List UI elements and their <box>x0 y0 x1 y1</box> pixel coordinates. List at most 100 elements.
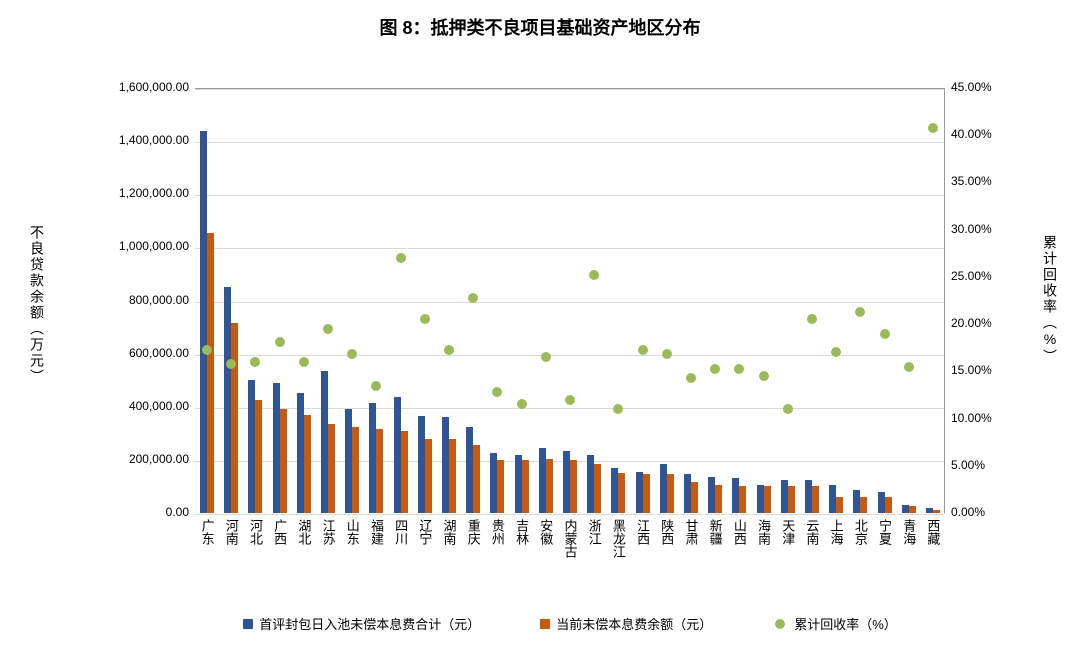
y2-tick: 15.00% <box>951 363 992 377</box>
bar-initial <box>539 448 546 513</box>
x-category-label: 山东 <box>343 519 362 545</box>
bar-initial <box>466 427 473 513</box>
y1-tick: 1,600,000.00 <box>119 80 189 94</box>
legend-label-recovery: 累计回收率（%） <box>794 614 897 633</box>
legend-item-initial: 首评封包日入池未偿本息费合计（元） <box>243 614 480 633</box>
bar-current <box>618 473 625 513</box>
y1-axis-label: 不良贷款余额（万元） <box>27 225 47 385</box>
bar-current <box>207 233 214 513</box>
x-category-label: 新疆 <box>706 519 725 545</box>
bar-current <box>255 400 262 513</box>
bar-current <box>328 424 335 513</box>
bar-current <box>304 415 311 513</box>
y2-axis-label: 累计回收率（%） <box>1040 235 1060 365</box>
legend: 首评封包日入池未偿本息费合计（元） 当前未偿本息费余额（元） 累计回收率（%） <box>170 614 970 633</box>
x-category-label: 江西 <box>633 519 652 545</box>
bar-initial <box>345 409 352 513</box>
x-category-label: 河北 <box>246 519 265 545</box>
x-category-label: 宁夏 <box>875 519 894 545</box>
legend-swatch-recovery <box>775 619 785 629</box>
y1-tick: 600,000.00 <box>129 346 189 360</box>
x-category-label: 云南 <box>802 519 821 545</box>
y1-tick: 1,000,000.00 <box>119 239 189 253</box>
dot-recovery <box>638 345 648 355</box>
bar-current <box>231 323 238 513</box>
dot-recovery <box>250 357 260 367</box>
bar-current <box>715 485 722 513</box>
dot-recovery <box>807 314 817 324</box>
dot-recovery <box>565 395 575 405</box>
bar-current <box>425 439 432 513</box>
chart-container: 图 8：抵押类不良项目基础资产地区分布 不良贷款余额（万元） 累计回收率（%） … <box>0 0 1080 652</box>
dot-recovery <box>662 349 672 359</box>
dot-recovery <box>904 362 914 372</box>
y2-tick: 35.00% <box>951 174 992 188</box>
y1-tick: 200,000.00 <box>129 452 189 466</box>
dot-recovery <box>783 404 793 414</box>
gridline <box>195 195 944 196</box>
bar-initial <box>248 380 255 513</box>
dot-recovery <box>541 352 551 362</box>
bar-initial <box>926 508 933 513</box>
legend-item-recovery: 累计回收率（%） <box>772 614 897 633</box>
x-category-label: 浙江 <box>585 519 604 545</box>
y2-tick: 30.00% <box>951 222 992 236</box>
x-category-label: 北京 <box>851 519 870 545</box>
gridline <box>195 142 944 143</box>
x-category-label: 福建 <box>367 519 386 545</box>
x-label-container: 广东河南河北广西湖北江苏山东福建四川辽宁湖南重庆贵州吉林安徽内蒙古浙江黑龙江江西… <box>195 519 945 599</box>
y2-tick: 20.00% <box>951 316 992 330</box>
bar-initial <box>636 472 643 513</box>
bar-initial <box>757 485 764 513</box>
dot-recovery <box>347 349 357 359</box>
x-category-label: 西藏 <box>923 519 942 545</box>
bar-initial <box>660 464 667 513</box>
y1-tick: 400,000.00 <box>129 399 189 413</box>
bar-initial <box>200 131 207 514</box>
x-category-label: 贵州 <box>488 519 507 545</box>
dot-recovery <box>928 123 938 133</box>
x-category-label: 吉林 <box>512 519 531 545</box>
bar-initial <box>563 451 570 513</box>
dot-recovery <box>420 314 430 324</box>
bar-current <box>909 506 916 513</box>
dot-recovery <box>686 373 696 383</box>
bar-current <box>691 482 698 513</box>
legend-item-current: 当前未偿本息费余额（元） <box>540 614 712 633</box>
dot-recovery <box>831 347 841 357</box>
x-category-label: 广西 <box>270 519 289 545</box>
x-category-label: 上海 <box>827 519 846 545</box>
bar-initial <box>442 417 449 513</box>
bar-initial <box>611 468 618 513</box>
bar-current <box>546 459 553 513</box>
dot-recovery <box>396 253 406 263</box>
x-category-label: 河南 <box>222 519 241 545</box>
bar-current <box>594 464 601 513</box>
x-category-label: 辽宁 <box>415 519 434 545</box>
x-category-label: 海南 <box>754 519 773 545</box>
bar-current <box>643 474 650 513</box>
bar-initial <box>805 480 812 513</box>
dot-recovery <box>371 381 381 391</box>
bar-current <box>933 510 940 513</box>
bar-initial <box>369 403 376 513</box>
y2-tick: 0.00% <box>951 505 985 519</box>
dot-recovery <box>613 404 623 414</box>
bar-current <box>739 486 746 513</box>
bar-initial <box>394 397 401 513</box>
bar-current <box>376 429 383 513</box>
dot-recovery <box>275 337 285 347</box>
bar-initial <box>708 477 715 513</box>
dot-recovery <box>589 270 599 280</box>
dot-recovery <box>880 329 890 339</box>
bar-initial <box>418 416 425 513</box>
bar-current <box>522 460 529 513</box>
bar-current <box>352 427 359 513</box>
x-category-label: 青海 <box>899 519 918 545</box>
x-category-label: 湖南 <box>440 519 459 545</box>
bar-initial <box>853 490 860 513</box>
plot-area <box>195 88 945 513</box>
bar-current <box>497 460 504 513</box>
legend-swatch-current <box>540 619 550 629</box>
bar-current <box>812 486 819 513</box>
